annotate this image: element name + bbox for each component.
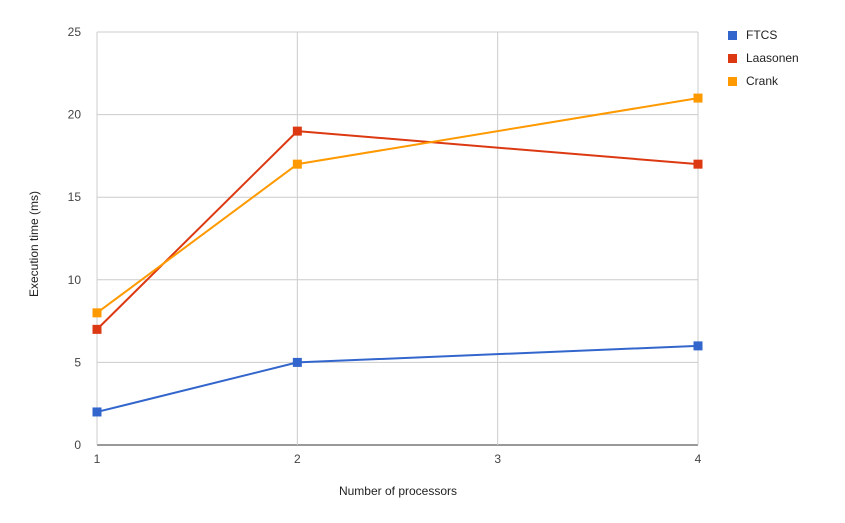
legend-swatch [728,77,737,86]
series-line [96,344,699,413]
data-point[interactable] [92,324,102,334]
y-tick-label: 25 [68,25,82,39]
series-line [96,97,699,314]
legend-item-laasonen[interactable]: Laasonen [728,51,799,65]
y-tick-label: 15 [68,190,82,204]
legend-swatch [728,54,737,63]
x-axis-title: Number of processors [339,484,457,498]
legend-item-ftcs[interactable]: FTCS [728,28,777,42]
series-layer [92,93,703,417]
legend-item-crank[interactable]: Crank [728,74,779,88]
legend-label: FTCS [746,28,777,42]
data-point[interactable] [292,357,302,367]
y-tick-label: 10 [68,273,82,287]
series-crank [92,93,703,318]
series-ftcs [92,341,703,417]
legend-swatch [728,31,737,40]
data-point[interactable] [92,407,102,417]
data-point[interactable] [292,159,302,169]
x-tick-label: 3 [494,452,501,466]
legend: FTCS Laasonen Crank [728,28,799,88]
x-axis: 1 2 3 4 [94,452,702,466]
series-line [96,130,699,331]
data-point[interactable] [92,308,102,318]
data-point[interactable] [693,93,703,103]
y-tick-label: 5 [74,355,81,369]
data-point[interactable] [693,341,703,351]
legend-label: Crank [746,74,779,88]
x-tick-label: 4 [695,452,702,466]
x-tick-label: 1 [94,452,101,466]
y-axis-title: Execution time (ms) [27,191,41,297]
grid [96,31,699,446]
y-axis: 0 5 10 15 20 25 [68,25,82,452]
y-tick-label: 0 [74,438,81,452]
y-tick-label: 20 [68,108,82,122]
series-laasonen [92,126,703,334]
legend-label: Laasonen [746,51,799,65]
data-point[interactable] [693,159,703,169]
x-tick-label: 2 [294,452,301,466]
data-point[interactable] [292,126,302,136]
